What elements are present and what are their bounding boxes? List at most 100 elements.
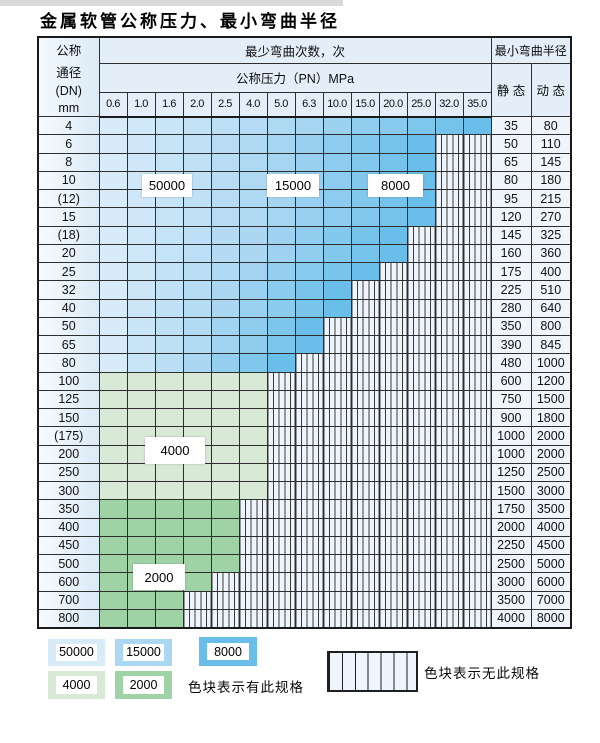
pressure-column-header: 5.0 [266,92,296,118]
spec-available-cell [154,590,184,610]
spec-available-cell [154,480,184,501]
spec-unavailable-cell [406,353,436,373]
dynamic-radius-cell: 3000 [530,480,572,501]
table-row: (175) 1000 2000 [37,426,572,446]
spec-unavailable-cell [238,572,268,592]
zone-value-label: 2000 [133,564,185,590]
spec-available-cell [350,243,380,264]
spec-unavailable-cell [266,517,296,537]
dn-cell: 4 [37,115,100,136]
spec-available-cell [350,152,380,172]
spec-available-cell [238,207,268,227]
spec-available-cell [322,152,352,172]
spec-available-cell [210,407,240,428]
spec-available-cell [182,480,212,501]
spec-available-cell [210,444,240,464]
spec-available-cell [322,170,352,191]
table-row: 400 2000 4000 [37,517,572,537]
spec-unavailable-cell [322,371,352,391]
static-radius-cell: 120 [490,207,532,227]
spec-available-cell [210,280,240,300]
spec-available-cell [126,225,156,245]
legend-no-spec-label: 色块表示无此规格 [424,666,540,681]
spec-available-cell [154,517,184,537]
spec-available-cell [210,261,240,282]
dynamic-radius-cell: 8000 [530,608,572,629]
legend-swatch-label: 8000 [207,642,249,661]
spec-available-cell [294,207,324,227]
spec-unavailable-cell [266,590,296,610]
spec-available-cell [238,188,268,209]
spec-available-cell [98,188,128,209]
static-radius-cell: 50 [490,134,532,154]
table-row: 20 160 360 [37,243,572,264]
spec-unavailable-cell [294,535,324,556]
spec-available-cell [98,389,128,410]
spec-unavailable-cell [378,371,408,391]
dn-cell: 100 [37,371,100,391]
spec-unavailable-cell [210,590,240,610]
spec-available-cell [154,462,184,483]
spec-unavailable-cell [406,334,436,355]
spec-available-cell [126,535,156,556]
spec-available-cell [294,298,324,318]
dn-cell: 6 [37,134,100,154]
dn-cell: 20 [37,243,100,264]
spec-available-cell [182,499,212,519]
spec-unavailable-cell [462,590,492,610]
spec-unavailable-cell [434,316,464,337]
spec-unavailable-cell [406,316,436,337]
dn-header-line: mm [58,100,80,115]
dynamic-radius-cell: 180 [530,170,572,191]
spec-unavailable-cell [462,188,492,209]
static-radius-cell: 175 [490,261,532,282]
spec-unavailable-cell [462,280,492,300]
spec-unavailable-cell [294,353,324,373]
spec-available-cell [434,115,464,136]
dn-cell: 32 [37,280,100,300]
spec-unavailable-cell [434,407,464,428]
spec-available-cell [126,152,156,172]
dynamic-radius-cell: 2500 [530,462,572,483]
spec-available-cell [238,243,268,264]
spec-unavailable-cell [434,462,464,483]
static-radius-cell: 2250 [490,535,532,556]
dn-cell: 700 [37,590,100,610]
legend-no-spec-swatch [327,651,418,692]
spec-available-cell [350,115,380,136]
spec-available-cell [322,134,352,154]
spec-available-cell [238,261,268,282]
spec-unavailable-cell [462,334,492,355]
spec-unavailable-cell [462,243,492,264]
spec-unavailable-cell [462,462,492,483]
dynamic-radius-cell: 845 [530,334,572,355]
spec-unavailable-cell [406,389,436,410]
dynamic-radius-cell: 110 [530,134,572,154]
spec-available-cell [378,207,408,227]
spec-available-cell [238,353,268,373]
spec-unavailable-cell [210,608,240,629]
bend-cycles-header: 最少弯曲次数，次 [98,36,492,64]
spec-unavailable-cell [434,499,464,519]
spec-unavailable-cell [434,426,464,446]
spec-unavailable-cell [266,371,296,391]
dn-cell: 450 [37,535,100,556]
spec-available-cell [182,517,212,537]
spec-unavailable-cell [294,426,324,446]
spec-available-cell [294,316,324,337]
spec-unavailable-cell [182,608,212,629]
spec-unavailable-cell [462,499,492,519]
spec-available-cell [406,115,436,136]
spec-unavailable-cell [350,572,380,592]
spec-available-cell [210,134,240,154]
spec-available-cell [182,298,212,318]
spec-available-cell [126,334,156,355]
spec-unavailable-cell [434,261,464,282]
spec-unavailable-cell [350,426,380,446]
static-radius-cell: 1000 [490,426,532,446]
static-radius-cell: 750 [490,389,532,410]
spec-available-cell [322,188,352,209]
spec-available-cell [350,225,380,245]
static-radius-cell: 1750 [490,499,532,519]
